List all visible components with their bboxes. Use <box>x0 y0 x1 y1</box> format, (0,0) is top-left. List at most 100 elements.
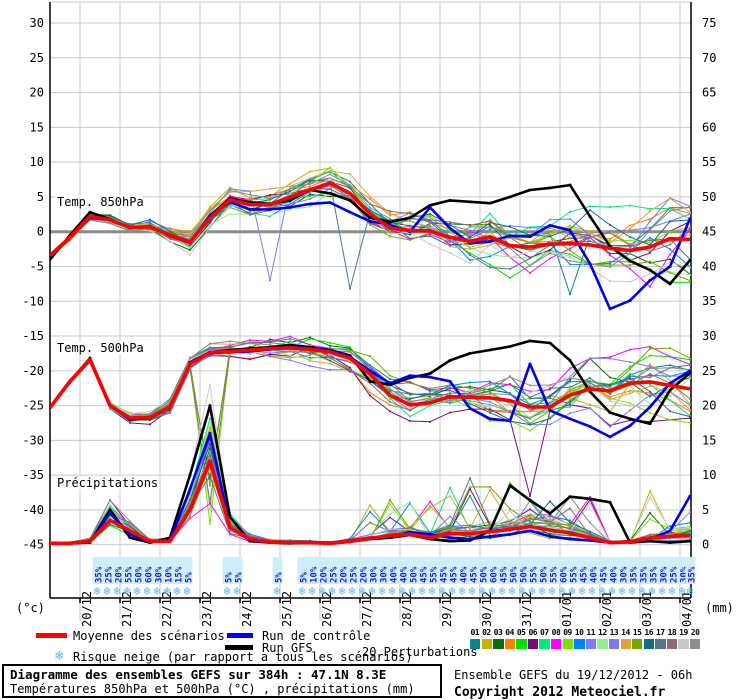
snow-percent-bg <box>457 557 468 584</box>
y-axis-label-left: -10 <box>22 294 44 308</box>
snow-percent-bg <box>557 557 568 584</box>
perturbation-color-swatch <box>470 639 481 649</box>
y-axis-label-right: 65 <box>702 86 716 100</box>
perturbation-number: 05 <box>516 628 526 637</box>
y-axis-unit-right: (mm) <box>705 601 734 615</box>
snow-percent-label: 40% <box>390 566 400 583</box>
snowflake-icon: ❄ <box>548 584 555 598</box>
y-axis-unit-left: (°c) <box>16 601 45 615</box>
snowflake-icon: ❄ <box>618 584 625 598</box>
snowflake-icon: ❄ <box>318 584 325 598</box>
snowflake-icon: ❄ <box>163 584 170 598</box>
y-axis-label-right: 0 <box>702 538 709 552</box>
snow-percent-bg <box>477 557 488 584</box>
y-axis-label-left: -25 <box>22 399 44 413</box>
y-axis-label-right: 75 <box>702 16 716 30</box>
snowflake-icon: ❄ <box>398 584 405 598</box>
y-axis-label-right: 45 <box>702 225 716 239</box>
x-date-label: 04/01 <box>680 591 694 627</box>
perturbation-number: 03 <box>493 628 503 637</box>
snowflake-icon: ❄ <box>488 584 495 598</box>
snow-percent-label: 30% <box>370 566 380 583</box>
perturbation-number: 01 <box>470 628 480 637</box>
snowflake-icon: ❄ <box>298 584 305 598</box>
ensemble-chart-canvas: 302520151050-5-10-15-20-25-30-35-40-4575… <box>16 1 734 627</box>
snowflake-icon: ❄ <box>498 584 505 598</box>
snowflake-icon: ❄ <box>273 584 280 598</box>
snow-percent-bg <box>387 557 398 584</box>
snowflake-icon: ❄ <box>368 584 375 598</box>
panel-label: Précipitations <box>57 476 158 490</box>
snowflake-icon: ❄ <box>55 648 64 664</box>
perturbation-color-swatch <box>481 639 492 649</box>
snow-percent-bg <box>657 557 668 584</box>
perturbation-number: 20 <box>690 628 700 637</box>
snowflake-icon: ❄ <box>508 584 515 598</box>
y-axis-label-right: 25 <box>702 364 716 378</box>
ensemble-mean-line <box>50 181 691 257</box>
snow-percent-label: 50% <box>520 566 530 583</box>
ensemble-mean-line <box>50 459 691 546</box>
ensemble-member-line <box>50 438 691 544</box>
snow-percent-label: 40% <box>460 566 470 583</box>
snow-percent-label: 45% <box>500 566 510 583</box>
y-axis-label-right: 20 <box>702 399 716 413</box>
snow-percent-label: 45% <box>470 566 480 583</box>
x-date-label: 28/12 <box>400 591 414 627</box>
snow-percent-label: 50% <box>540 566 550 583</box>
snow-percent-label: 35% <box>688 566 698 583</box>
y-axis-label-right: 60 <box>702 120 716 134</box>
snow-percent-label: 45% <box>600 566 610 583</box>
control-legend-label: Run de contrôle <box>262 629 371 643</box>
snow-percent-label: 45% <box>450 566 460 583</box>
x-date-label: 29/12 <box>440 591 454 627</box>
snow-percent-bg <box>222 557 233 584</box>
y-axis-label-right: 35 <box>702 294 716 308</box>
snowflake-icon: ❄ <box>183 584 190 598</box>
snow-percent-bg <box>162 557 173 584</box>
snow-percent-bg <box>102 557 113 584</box>
perturbation-color-swatch <box>574 639 585 649</box>
snow-percent-label: 30% <box>155 566 165 583</box>
gfs-line-swatch <box>225 645 253 650</box>
snowflake-icon: ❄ <box>578 584 585 598</box>
snow-percent-label: 30% <box>620 566 630 583</box>
snowflake-icon: ❄ <box>103 584 110 598</box>
panel-label-bg <box>55 341 143 354</box>
snow-percent-label: 5% <box>235 572 245 583</box>
snowflake-icon: ❄ <box>378 584 385 598</box>
snow-percent-bg <box>685 557 696 584</box>
y-axis-label-right: 10 <box>702 468 716 482</box>
ensemble-member-line <box>50 447 691 544</box>
snow-percent-label: 55% <box>530 566 540 583</box>
snow-percent-label: 5% <box>300 572 310 583</box>
snow-percent-bg <box>647 557 658 584</box>
perturbation-number: 15 <box>632 628 642 637</box>
snowflake-icon: ❄ <box>143 584 150 598</box>
perturbation-number: 04 <box>505 628 514 637</box>
y-axis-label-left: 30 <box>30 16 44 30</box>
perturbation-color-swatch <box>643 639 655 649</box>
snow-risk-legend-label: Risque neige (par rapport a tous les scé… <box>73 650 413 664</box>
ensemble-member-line <box>50 441 691 544</box>
snow-percent-label: 60% <box>560 566 570 583</box>
snowflake-icon: ❄ <box>528 584 535 598</box>
snow-percent-label: 45% <box>420 566 430 583</box>
snow-percent-label: 30% <box>660 566 670 583</box>
snowflake-icon: ❄ <box>638 584 645 598</box>
snowflake-icon: ❄ <box>338 584 345 598</box>
snow-percent-bg <box>527 557 538 584</box>
snow-percent-bg <box>677 557 688 584</box>
snowflake-icon: ❄ <box>458 584 465 598</box>
perturbation-number: 09 <box>563 628 572 637</box>
snow-percent-bg <box>507 557 518 584</box>
snowflake-icon: ❄ <box>648 584 655 598</box>
snow-percent-label: 15% <box>175 566 185 583</box>
perturbation-number: 12 <box>598 628 607 637</box>
perturbation-number: 10 <box>574 628 584 637</box>
snow-percent-label: 25% <box>105 566 115 583</box>
y-axis-label-left: -30 <box>22 433 44 447</box>
y-axis-label-right: 15 <box>702 433 716 447</box>
x-date-label: 31/12 <box>520 591 534 627</box>
